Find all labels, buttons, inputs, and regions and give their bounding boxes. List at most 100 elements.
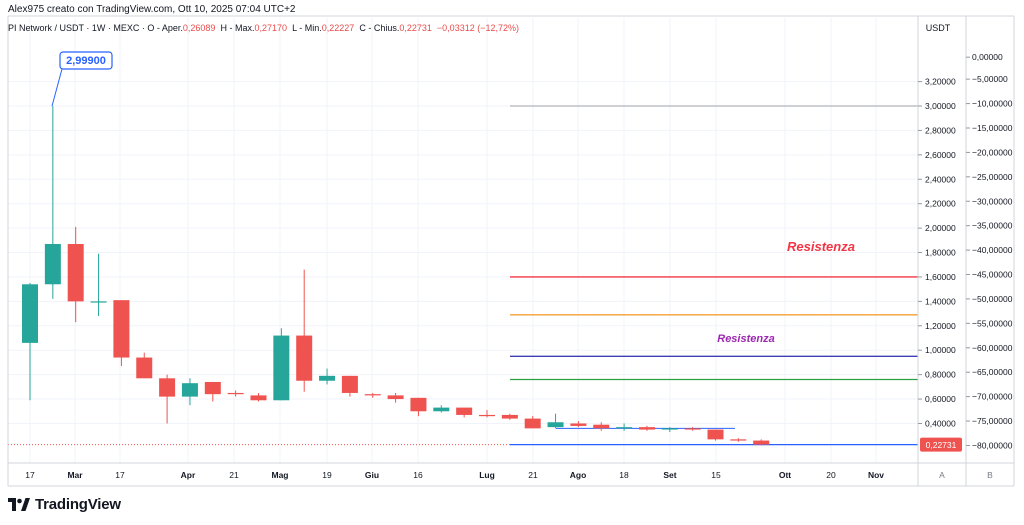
x-tick-label: Lug [479,470,495,480]
y-tick-label: 2,60000 [925,150,956,160]
resistance-label: Resistenza [787,239,855,254]
candle [296,269,313,392]
candle [661,427,678,433]
pct-tick-label: −50,00000 [972,294,1013,304]
pct-tick-label: −60,00000 [972,343,1013,353]
pct-tick-label: −30,00000 [972,196,1013,206]
candle-body [410,397,427,412]
candle-body [136,357,153,379]
pct-tick-label: −80,00000 [972,440,1013,450]
pct-tick-label: −40,00000 [972,245,1013,255]
candle [136,352,153,379]
x-tick-label: Nov [868,470,884,480]
candle-body [433,407,450,412]
open-label: O - Aper. [147,23,183,33]
candle-body [730,439,747,441]
y-tick-label: 0,80000 [925,370,956,380]
pct-tick-label: 0,00000 [972,52,1003,62]
candle-body [547,422,564,428]
x-tick-label: Giu [365,470,379,480]
x-tick-label: 17 [25,470,35,480]
chart-byline: Alex975 creato con TradingView.com, Ott … [8,4,296,15]
low-value: 0,22227 [321,23,355,33]
high-value: 0,27170 [254,23,288,33]
y-tick-label: 2,40000 [925,174,956,184]
candle-body [661,428,678,430]
candle-body [593,424,610,429]
y-tick-label: 3,00000 [925,101,956,111]
pct-tick-label: −55,00000 [972,318,1013,328]
last-price-badge [920,437,962,452]
tradingview-logo[interactable]: TradingView [8,496,121,513]
candle [341,375,358,397]
y-tick-label: 0,40000 [925,418,956,428]
price-callout-text: 2,99900 [66,55,106,67]
y-tick-label: 1,00000 [925,345,956,355]
open-value: 0,26089 [182,23,216,33]
candle-body [44,243,61,285]
candle [227,390,244,397]
x-tick-label: Set [663,470,676,480]
y-tick-label: 1,20000 [925,321,956,331]
x-tick-label: 16 [413,470,423,480]
x-tick-label: 17 [115,470,125,480]
candle-body [501,414,518,419]
scale-button-a[interactable]: A [939,470,945,480]
x-tick-label: 18 [619,470,629,480]
pct-tick-label: −70,00000 [972,392,1013,402]
ohlc-legend: PI Network / USDT · 1W · MEXC · O - Aper… [8,23,519,33]
candle-body [113,300,130,358]
candle [524,416,541,429]
change-value: −0,03312 (−12,72%) [436,23,519,33]
y-tick-label: 3,20000 [925,77,956,87]
pct-tick-label: −5,00000 [972,74,1008,84]
candle [273,328,290,401]
y-tick-label: 2,00000 [925,223,956,233]
candle [638,425,655,431]
candle-body [273,335,290,401]
candle [433,405,450,413]
candle [364,392,381,398]
scale-button-b[interactable]: B [987,470,993,480]
x-tick-label: 21 [528,470,538,480]
candle [730,438,747,442]
x-tick-label: Mag [272,470,289,480]
candle [181,378,198,406]
candle-body [67,243,84,302]
x-tick-label: 20 [826,470,836,480]
candle [387,392,404,403]
y-tick-label: 2,80000 [925,125,956,135]
candle [113,300,130,367]
candle-body [250,395,267,401]
candle [44,106,61,299]
pct-tick-label: −75,00000 [972,416,1013,426]
candle-body [364,394,381,396]
callout-pointer [51,68,63,107]
candle-body [684,428,701,430]
y-tick-label: 1,40000 [925,296,956,306]
pct-tick-label: −15,00000 [972,123,1013,133]
candle [22,283,38,401]
candle-body [296,335,313,381]
candle [547,413,564,429]
candle [90,253,107,317]
candle-body [159,378,176,397]
high-label: H - Max. [220,23,255,33]
tradingview-logo-icon [8,497,30,511]
candle-body [341,375,358,393]
candle-body [479,414,495,417]
candle-body [227,392,244,395]
pct-tick-label: −35,00000 [972,221,1013,231]
pct-tick-label: −25,00000 [972,172,1013,182]
resistance-label: Resistenza [717,333,774,345]
candle [319,368,336,385]
symbol-label: PI Network / USDT · 1W · MEXC [8,23,140,33]
candle [159,374,176,424]
annotations: 2,99900 Resistenza Resistenza [51,51,855,345]
x-tick-label: 21 [229,470,239,480]
pct-tick-label: −10,00000 [972,99,1013,109]
y-tick-label: 0,60000 [925,394,956,404]
currency-label: USDT [926,23,951,33]
x-tick-label: 19 [322,470,332,480]
